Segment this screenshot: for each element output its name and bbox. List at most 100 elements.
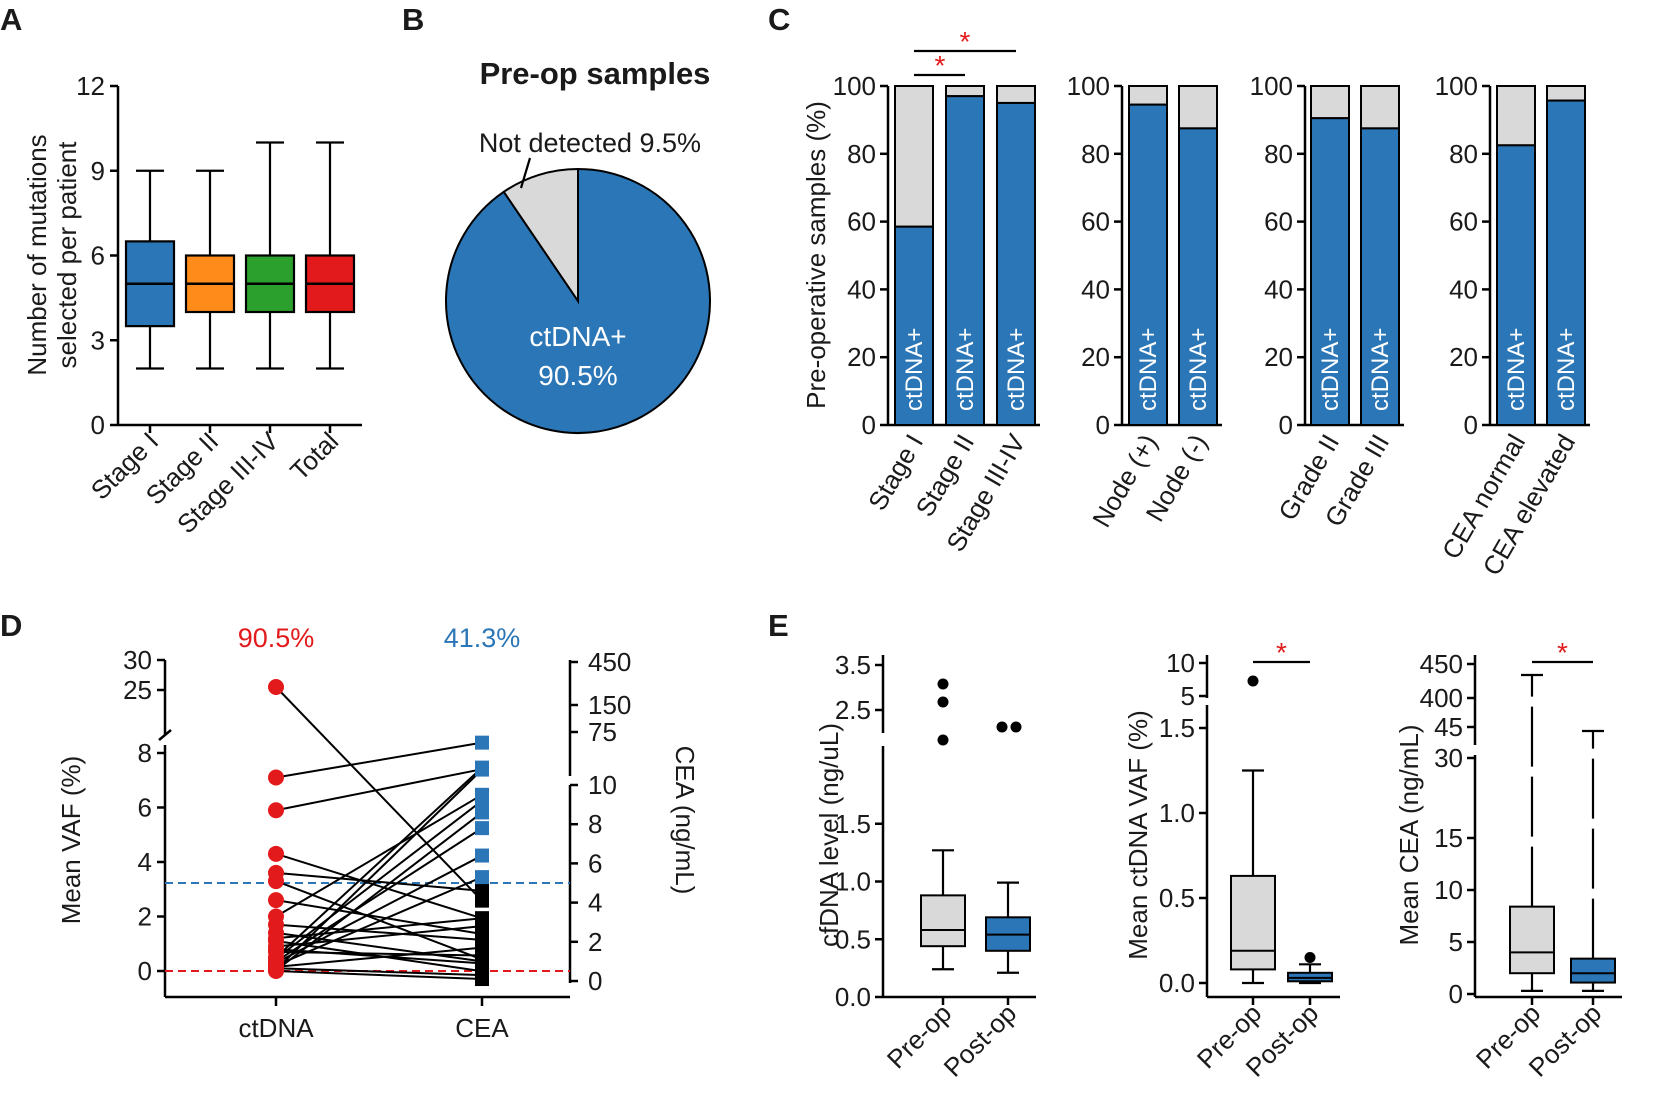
y-tick-label: 2.5 [835,695,871,725]
box [920,894,966,948]
y-tick-label: 20 [1449,342,1478,372]
outlier-point [996,721,1008,733]
bar-not-detected [945,85,985,98]
ctdna-point [268,845,284,862]
right-tick-label: 6 [588,848,602,878]
pie-title: Pre-op samples [480,56,711,91]
y-tick-label: 20 [1264,342,1293,372]
y-tick-label: 60 [1264,207,1293,237]
ctdna-point [268,963,284,979]
y-tick-label: 1.5 [1159,713,1195,743]
x-category-label: CEA [455,1013,509,1043]
pair-line [275,852,483,920]
panel-b-pie: Pre-op samples ctDNA+ 90.5% Not detected 9.… [445,56,711,434]
panel-label-a: A [0,2,22,37]
right-tick-label: 0 [588,966,602,996]
pair-line [275,793,483,918]
y-tick-label: 450 [1420,649,1463,679]
outlier-point [1304,952,1316,963]
bar-not-detected [996,85,1036,104]
panel-label-c: C [768,2,790,37]
bar-inner-label: ctDNA+ [952,328,979,411]
y-tick-label: 1.0 [835,867,871,897]
y-axis-title: Mean ctDNA VAF (%) [1123,710,1153,959]
y-axis-title: cfDNA level (ng/uL) [814,723,844,947]
left-tick-label: 2 [138,902,152,932]
right-tick-label: 10 [588,770,617,800]
ctdna-point [268,873,284,890]
pair-line [275,741,483,779]
y-axis-title-line2: selected per patient [52,141,82,369]
y-tick-label: 80 [1449,139,1478,169]
y-tick-label: 0.0 [1159,968,1195,998]
panel-e-boxplots: cfDNA level (ng/uL)0.00.51.01.52.53.5Pre… [814,637,1622,1083]
x-category-label: ctDNA [238,1013,314,1043]
cea-point [475,762,489,777]
axis-break [158,729,172,741]
bar-inner-label: ctDNA+ [1503,328,1530,411]
y-tick-label: 40 [1264,274,1293,304]
pair-line [275,827,483,963]
y-tick-label: 15 [1434,823,1463,853]
ctdna-point [268,769,284,786]
panel-label-d: D [0,608,22,643]
bar-inner-label: ctDNA+ [901,328,928,411]
pie-label-positive: ctDNA+ [529,321,626,352]
y-axis-title-line1: Number of mutations [22,134,52,375]
bar-inner-label: ctDNA+ [1367,328,1394,411]
y-tick-label: 80 [1264,139,1293,169]
cea-point [475,848,489,863]
panel-a-boxplot: 0 3 6 9 12 Number of mutations selected per pa… [22,71,362,539]
y-tick-label: 1.0 [1159,798,1195,828]
y-tick-label: 5 [1449,927,1463,957]
sig-star: * [1557,637,1568,668]
y-tick-label: 30 [1434,743,1463,773]
pair-line [275,970,483,981]
y-tick-label: 3.5 [835,650,871,680]
panel-label-b: B [402,2,424,37]
y-tick-label: 60 [1449,207,1478,237]
y-tick-label: 0 [1449,979,1463,1009]
y-tick-label: 400 [1420,683,1463,713]
pie-value-positive: 90.5% [538,360,617,391]
outlier-point [937,696,949,708]
outlier-point [1010,721,1022,733]
y-tick-label: 0 [91,410,105,440]
pair-line [275,799,483,960]
sig-star: * [1276,637,1287,668]
right-tick-label: 450 [588,647,631,677]
y-tick-label: 10 [1166,648,1195,678]
y-axis-title: Pre-operative samples (%) [801,101,831,409]
sig-star-2: * [960,26,971,57]
cea-point [475,805,489,820]
bar-not-detected [1128,85,1168,106]
pie-label-leader [519,157,532,189]
ctdna-detected-rate: 90.5% [238,623,315,653]
y-tick-label: 100 [833,71,876,101]
pie-slice-1 [502,167,579,305]
left-tick-label: 30 [123,645,152,675]
y-tick-label: 20 [847,342,876,372]
left-tick-label: 4 [138,847,152,877]
right-tick-label: 150 [588,690,631,720]
bar-inner-label: ctDNA+ [1003,328,1030,411]
y-tick-label: 3 [91,325,105,355]
cea-point [475,919,489,934]
bar-ctdna-positive [996,101,1036,426]
pair-line [275,768,483,812]
pair-line [275,766,483,959]
y-tick-label: 0 [1279,410,1293,440]
cea-elevated-rate: 41.3% [444,623,521,653]
y-tick-label: 0 [1096,410,1110,440]
y-tick-label: 60 [1081,207,1110,237]
bar-inner-label: ctDNA+ [1135,328,1162,411]
outlier-point [1247,675,1259,687]
bar-not-detected [1310,85,1350,120]
y-tick-label: 0.5 [1159,883,1195,913]
pair-line [275,876,483,967]
bar-not-detected [1178,85,1218,130]
ctdna-point [268,679,284,695]
bar-inner-label: ctDNA+ [1317,328,1344,411]
y-tick-label: 0 [862,410,876,440]
